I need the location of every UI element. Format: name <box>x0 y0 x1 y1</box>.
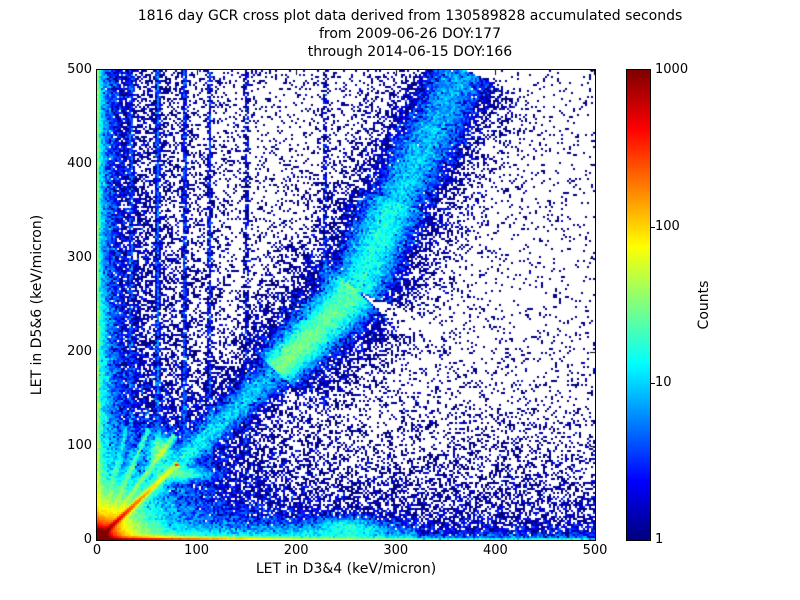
x-tick-label: 400 <box>482 543 508 558</box>
x-tick-label: 200 <box>283 543 309 558</box>
colorbar-tick-label: 100 <box>655 218 680 234</box>
title-line-1: 1816 day GCR cross plot data derived fro… <box>137 8 683 24</box>
y-tick-label: 400 <box>67 156 92 171</box>
colorbar-label: Counts <box>696 280 712 330</box>
x-tick-label: 100 <box>184 543 209 558</box>
y-tick-label: 100 <box>67 438 92 453</box>
colorbar-tick-label: 1000 <box>655 62 689 77</box>
y-tick-label: 0 <box>83 532 92 547</box>
title-line-2: from 2009-06-26 DOY:177 <box>318 26 501 42</box>
colorbar-tick-label: 10 <box>655 375 672 391</box>
x-tick-label: 300 <box>383 543 409 558</box>
y-tick-label: 200 <box>67 344 92 359</box>
y-tick-label: 300 <box>67 250 92 265</box>
plot-area <box>96 69 596 541</box>
title-line-3: through 2014-06-15 DOY:166 <box>307 44 513 60</box>
x-tick-label: 500 <box>582 543 608 558</box>
colorbar-gradient-canvas <box>627 70 650 540</box>
x-tick-label: 0 <box>92 543 102 558</box>
colorbar-tick-mark <box>650 226 655 228</box>
colorbar <box>626 69 651 541</box>
x-axis-label: LET in D3&4 (keV/micron) <box>255 561 437 577</box>
y-tick-label: 500 <box>67 62 92 77</box>
y-axis-label: LET in D5&6 (keV/micron) <box>29 214 45 396</box>
colorbar-tick-mark <box>650 383 655 385</box>
chart-title: 1816 day GCR cross plot data derived fro… <box>10 7 800 61</box>
plot-canvas <box>97 70 595 540</box>
colorbar-tick-label: 1 <box>655 532 664 547</box>
